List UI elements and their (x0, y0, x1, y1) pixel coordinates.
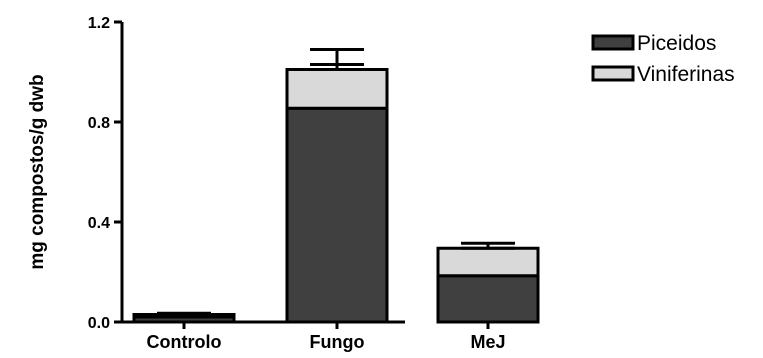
bar-segment-viniferinas (436, 246, 540, 278)
y-tick-label: 0.8 (88, 115, 110, 132)
legend-label-piceidos: Piceidos (637, 32, 716, 55)
x-tick-label: MeJ (470, 332, 505, 352)
legend-label-viniferinas: Viniferinas (637, 63, 735, 86)
legend-swatch-piceidos (591, 34, 635, 51)
x-tick-label: Controlo (147, 332, 222, 352)
y-tick-label: 0.4 (88, 215, 110, 232)
bar-segment-viniferinas (285, 68, 389, 110)
legend: Piceidos Viniferinas (591, 32, 735, 86)
y-axis: 0.0 0.4 0.8 1.2 (88, 15, 124, 332)
x-axis: Controlo Fungo MeJ (120, 320, 506, 352)
y-axis-label: mg compostos/g dwb (27, 74, 48, 269)
y-tick-label: 1.2 (88, 15, 110, 32)
legend-swatch-viniferinas (591, 65, 635, 82)
x-tick-label: Fungo (310, 332, 365, 352)
y-tick-label: 0.0 (88, 315, 110, 332)
bars (132, 68, 540, 324)
bar-segment-piceidos (436, 274, 540, 324)
error-bars (157, 48, 515, 318)
bar-segment-piceidos (285, 106, 389, 324)
